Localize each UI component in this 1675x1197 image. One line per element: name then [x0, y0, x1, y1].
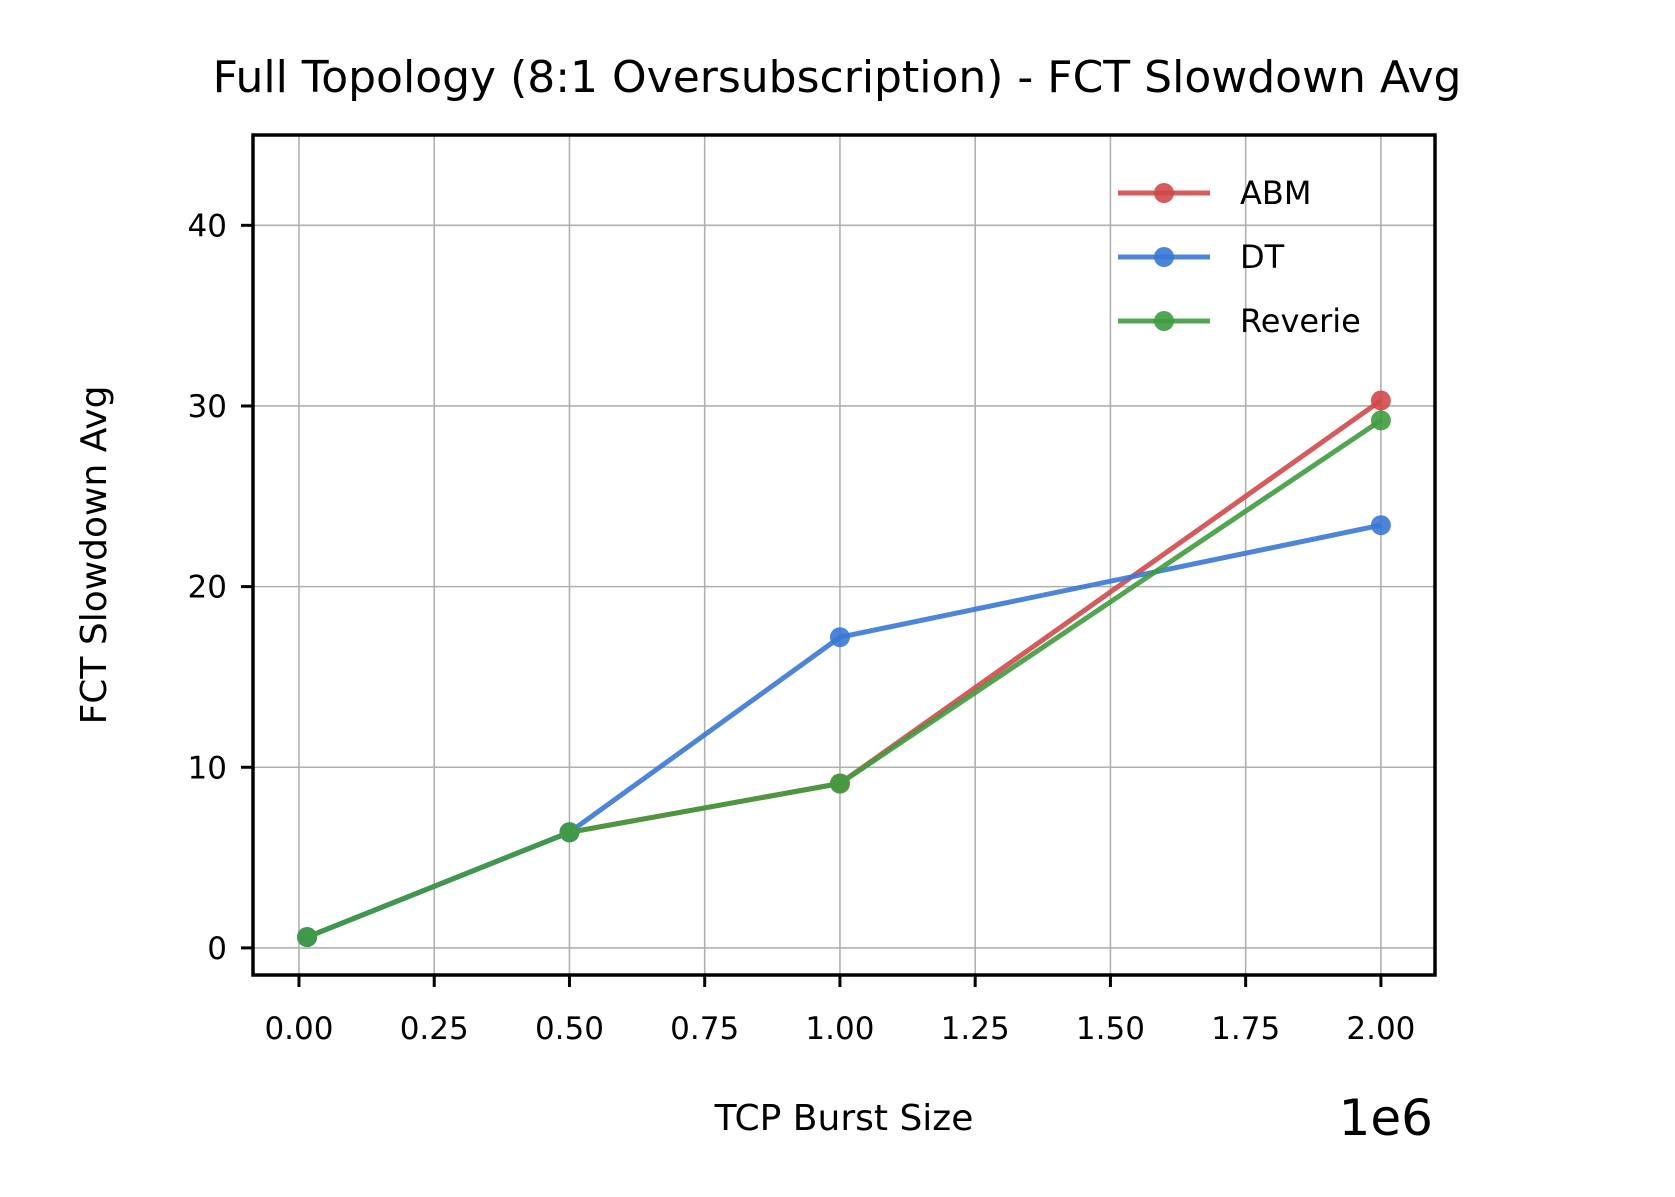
x-tick-label: 0.75 [670, 1011, 739, 1047]
x-tick-label: 1.75 [1211, 1011, 1280, 1047]
legend-label: ABM [1240, 174, 1311, 212]
legend-item-reverie: Reverie [1118, 302, 1361, 340]
series-dt [297, 515, 1391, 948]
data-point-reverie [297, 927, 318, 948]
legend-marker [1154, 183, 1174, 203]
legend-item-dt: DT [1118, 238, 1285, 276]
y-tick-label: 40 [188, 208, 227, 244]
series-abm [297, 390, 1391, 948]
x-tick-label: 2.00 [1346, 1011, 1415, 1047]
y-tick-label: 0 [207, 931, 227, 967]
grid [253, 135, 1435, 975]
x-offset-label: 1e6 [1339, 1089, 1433, 1147]
plot-frame [251, 133, 1437, 977]
data-point-dt [1370, 515, 1391, 536]
data-point-reverie [559, 822, 580, 843]
legend-label: Reverie [1240, 302, 1361, 340]
x-tick-label: 0.00 [264, 1011, 333, 1047]
x-tick-label: 1.50 [1076, 1011, 1145, 1047]
x-tick-label: 0.50 [535, 1011, 604, 1047]
x-tick-label: 1.25 [941, 1011, 1010, 1047]
y-tick-label: 20 [188, 570, 227, 606]
chart-title: Full Topology (8:1 Oversubscription) - F… [213, 52, 1462, 103]
legend-marker [1154, 311, 1174, 331]
legend-item-abm: ABM [1118, 174, 1311, 212]
y-axis: 0 10 20 30 40 [188, 208, 253, 967]
legend-label: DT [1240, 238, 1285, 276]
series-layer [297, 390, 1391, 948]
y-tick-label: 10 [188, 750, 227, 786]
series-line-abm [306, 398, 1383, 940]
y-axis-label: FCT Slowdown Avg [74, 386, 115, 725]
data-point-dt [829, 627, 850, 648]
legend: ABM DT Reverie [1118, 174, 1361, 340]
data-point-reverie [829, 773, 850, 794]
x-axis-label: TCP Burst Size [714, 1098, 974, 1139]
x-tick-label: 1.00 [805, 1011, 874, 1047]
data-point-abm [1370, 390, 1391, 411]
x-axis: 0.00 0.25 0.50 0.75 1.00 1.25 1.50 1.75 2.00 [264, 975, 1415, 1047]
series-reverie [297, 410, 1391, 948]
x-tick-label: 0.25 [400, 1011, 469, 1047]
data-point-reverie [1370, 410, 1391, 431]
legend-marker [1154, 247, 1174, 267]
series-line-reverie [306, 418, 1383, 940]
y-tick-label: 30 [188, 389, 227, 425]
